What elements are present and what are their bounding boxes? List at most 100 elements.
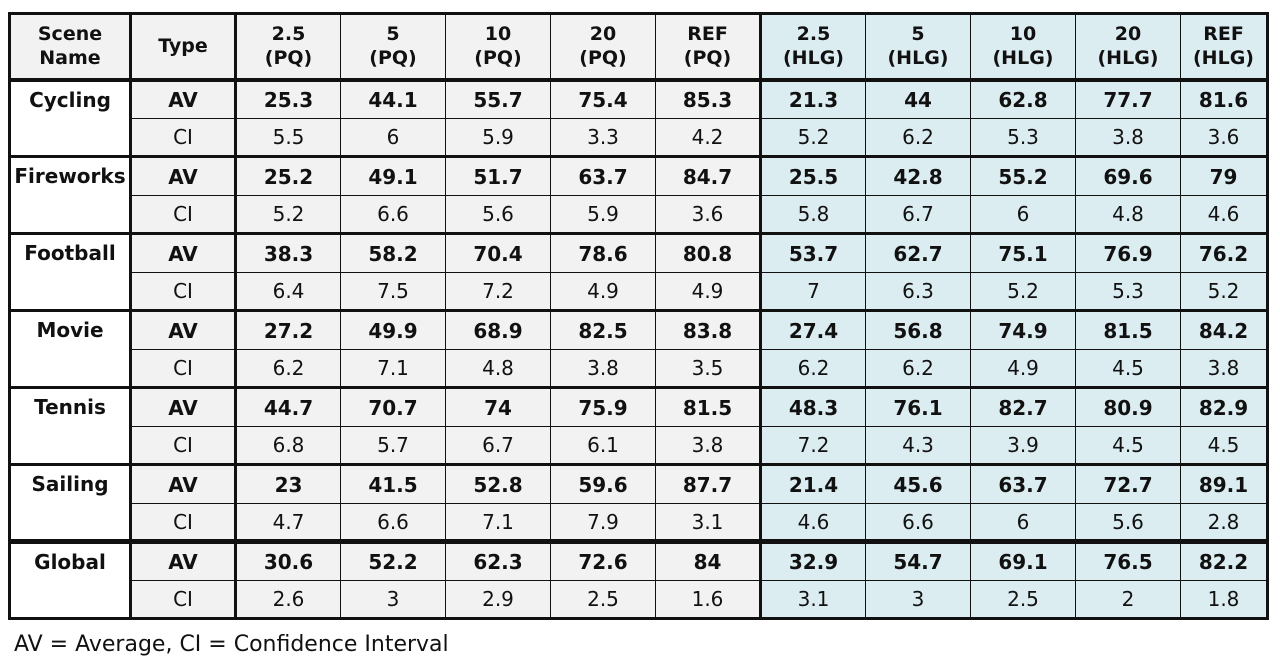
value-cell: 4.2 bbox=[655, 118, 761, 157]
scene-name-cell: Global bbox=[9, 539, 131, 619]
value-cell: 6.8 bbox=[235, 426, 341, 465]
type-cell-ci: CI bbox=[129, 118, 237, 157]
value-cell: 5.2 bbox=[759, 118, 866, 157]
value-cell: 72.7 bbox=[1075, 463, 1181, 504]
value-cell: 7.2 bbox=[445, 272, 551, 311]
type-cell-av: AV bbox=[129, 309, 237, 350]
value-cell: 6.6 bbox=[340, 195, 446, 234]
value-cell: 45.6 bbox=[865, 463, 971, 504]
value-cell: 42.8 bbox=[865, 155, 971, 196]
value-cell: 38.3 bbox=[235, 232, 341, 273]
value-cell: 51.7 bbox=[445, 155, 551, 196]
value-cell: 44.1 bbox=[340, 79, 446, 119]
value-cell: 3 bbox=[340, 580, 446, 619]
value-cell: 3.9 bbox=[970, 426, 1076, 465]
type-cell-ci: CI bbox=[129, 349, 237, 388]
scene-name-cell: Movie bbox=[9, 309, 131, 388]
value-cell: 83.8 bbox=[655, 309, 761, 350]
value-cell: 4.9 bbox=[970, 349, 1076, 388]
value-cell: 76.9 bbox=[1075, 232, 1181, 273]
value-cell: 62.8 bbox=[970, 79, 1076, 119]
type-cell-ci: CI bbox=[129, 503, 237, 542]
value-cell: 6 bbox=[340, 118, 446, 157]
value-cell: 4.5 bbox=[1075, 426, 1181, 465]
value-cell: 5.8 bbox=[759, 195, 866, 234]
value-cell: 78.6 bbox=[550, 232, 656, 273]
value-cell: 81.6 bbox=[1180, 79, 1268, 119]
value-cell: 87.7 bbox=[655, 463, 761, 504]
value-cell: 79 bbox=[1180, 155, 1268, 196]
value-cell: 58.2 bbox=[340, 232, 446, 273]
value-cell: 4.8 bbox=[445, 349, 551, 388]
value-cell: 59.6 bbox=[550, 463, 656, 504]
value-cell: 84.7 bbox=[655, 155, 761, 196]
value-cell: 6.1 bbox=[550, 426, 656, 465]
table-row-football-ci: CI 6.4 7.5 7.2 4.9 4.9 7 6.3 5.2 5.3 5.2 bbox=[10, 272, 1268, 311]
value-cell: 6.6 bbox=[340, 503, 446, 542]
value-cell: 89.1 bbox=[1180, 463, 1268, 504]
value-cell: 30.6 bbox=[235, 539, 341, 581]
header-pq-2-5: 2.5 (PQ) bbox=[235, 13, 341, 82]
table-row-sailing-av: Sailing AV 23 41.5 52.8 59.6 87.7 21.4 45.6 63.7 7… bbox=[9, 463, 1268, 542]
table-row-tennis-av: Tennis AV 44.7 70.7 74 75.9 81.5 48.3 76.1 82.7 80… bbox=[9, 386, 1268, 465]
value-cell: 52.8 bbox=[445, 463, 551, 504]
value-cell: 1.6 bbox=[655, 580, 761, 619]
value-cell: 2.5 bbox=[970, 580, 1076, 619]
value-cell: 4.3 bbox=[865, 426, 971, 465]
value-cell: 63.7 bbox=[970, 463, 1076, 504]
value-cell: 25.3 bbox=[235, 79, 341, 119]
value-cell: 75.9 bbox=[550, 386, 656, 427]
results-table-container: Scene Name Type 2.5 (PQ) 5 (PQ) 10 (PQ) … bbox=[8, 12, 1269, 620]
header-hlg-2-5: 2.5 (HLG) bbox=[759, 13, 866, 82]
type-cell-av: AV bbox=[129, 232, 237, 273]
value-cell: 21.4 bbox=[759, 463, 866, 504]
table-row-movie-av: Movie AV 27.2 49.9 68.9 82.5 83.8 27.4 56.8 74.9 8… bbox=[9, 309, 1268, 388]
value-cell: 7.9 bbox=[550, 503, 656, 542]
value-cell: 3.8 bbox=[1180, 349, 1268, 388]
value-cell: 6.7 bbox=[865, 195, 971, 234]
type-cell-ci: CI bbox=[129, 272, 237, 311]
value-cell: 3.1 bbox=[655, 503, 761, 542]
scene-name-cell: Sailing bbox=[9, 463, 131, 542]
value-cell: 4.8 bbox=[1075, 195, 1181, 234]
header-hlg-20: 20 (HLG) bbox=[1075, 13, 1181, 82]
value-cell: 53.7 bbox=[759, 232, 866, 273]
header-scene-name: Scene Name bbox=[9, 13, 131, 82]
value-cell: 77.7 bbox=[1075, 79, 1181, 119]
value-cell: 3.5 bbox=[655, 349, 761, 388]
value-cell: 4.6 bbox=[759, 503, 866, 542]
scene-name-cell: Fireworks bbox=[9, 155, 131, 234]
header-pq-10: 10 (PQ) bbox=[445, 13, 551, 82]
type-cell-ci: CI bbox=[129, 426, 237, 465]
value-cell: 63.7 bbox=[550, 155, 656, 196]
value-cell: 2 bbox=[1075, 580, 1181, 619]
value-cell: 21.3 bbox=[759, 79, 866, 119]
value-cell: 52.2 bbox=[340, 539, 446, 581]
value-cell: 72.6 bbox=[550, 539, 656, 581]
type-cell-ci: CI bbox=[129, 580, 237, 619]
value-cell: 5.9 bbox=[550, 195, 656, 234]
value-cell: 5.2 bbox=[235, 195, 341, 234]
value-cell: 70.7 bbox=[340, 386, 446, 427]
header-hlg-ref: REF (HLG) bbox=[1180, 13, 1268, 82]
value-cell: 3.3 bbox=[550, 118, 656, 157]
type-cell-av: AV bbox=[129, 386, 237, 427]
value-cell: 2.5 bbox=[550, 580, 656, 619]
value-cell: 49.1 bbox=[340, 155, 446, 196]
value-cell: 3 bbox=[865, 580, 971, 619]
value-cell: 82.5 bbox=[550, 309, 656, 350]
value-cell: 5.2 bbox=[1180, 272, 1268, 311]
value-cell: 4.9 bbox=[655, 272, 761, 311]
value-cell: 5.5 bbox=[235, 118, 341, 157]
value-cell: 55.7 bbox=[445, 79, 551, 119]
value-cell: 7.2 bbox=[759, 426, 866, 465]
table-row-movie-ci: CI 6.2 7.1 4.8 3.8 3.5 6.2 6.2 4.9 4.5 3.8 bbox=[10, 349, 1268, 388]
value-cell: 5.6 bbox=[445, 195, 551, 234]
value-cell: 76.1 bbox=[865, 386, 971, 427]
value-cell: 81.5 bbox=[655, 386, 761, 427]
value-cell: 5.3 bbox=[1075, 272, 1181, 311]
type-cell-av: AV bbox=[129, 539, 237, 581]
value-cell: 76.2 bbox=[1180, 232, 1268, 273]
value-cell: 80.8 bbox=[655, 232, 761, 273]
value-cell: 68.9 bbox=[445, 309, 551, 350]
